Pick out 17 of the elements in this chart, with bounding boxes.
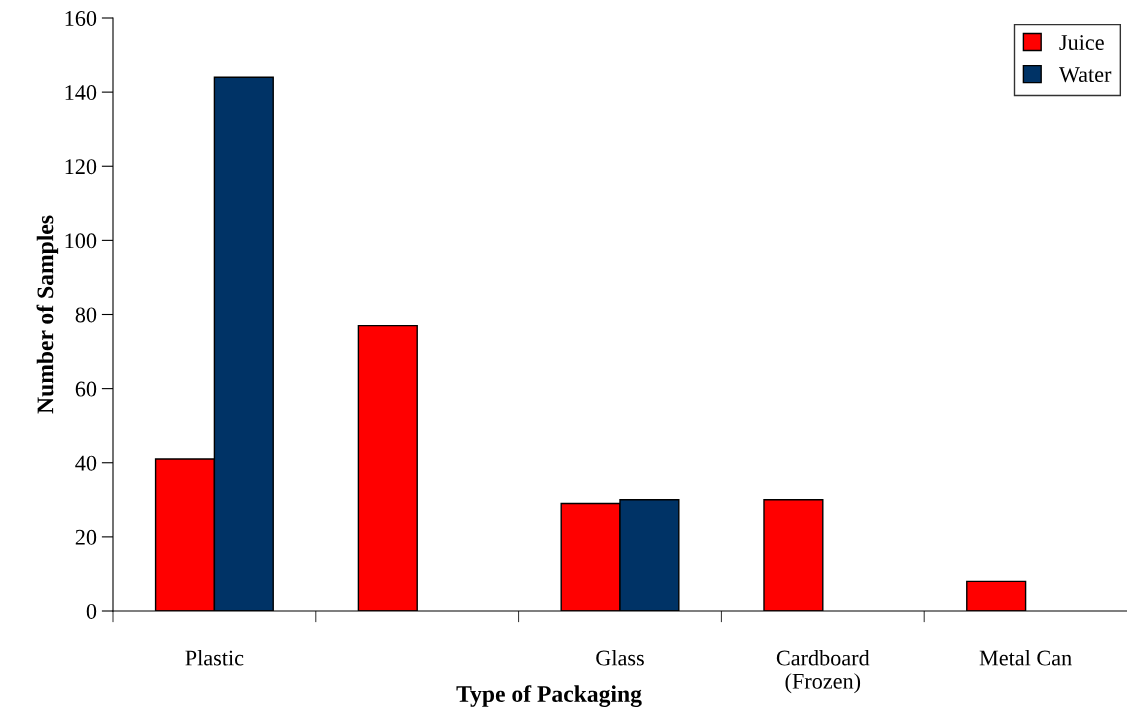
legend-label: Water [1058,67,1112,83]
x-tick-label: Cardboard (Frozen) [776,649,870,694]
y-tick-label: 60 [75,381,97,397]
y-tick-label: 160 [65,10,97,26]
x-tick-label: Glass [596,649,644,666]
y-tick-label: 140 [65,85,97,101]
x-axis-title: Type of Packaging [456,685,642,707]
y-tick-label: 20 [75,529,97,545]
y-axis-title: Number of Samples [36,215,59,414]
y-tick-label: 80 [75,307,97,323]
y-tick-label: 0 [86,603,97,619]
y-tick-label: 100 [65,233,97,249]
x-tick-label: Metal Can [979,649,1072,666]
y-tick-label: 120 [65,159,97,175]
x-tick-label: Plastic [185,649,244,666]
y-tick-label: 40 [75,455,97,471]
legend-label: Juice [1059,35,1104,50]
